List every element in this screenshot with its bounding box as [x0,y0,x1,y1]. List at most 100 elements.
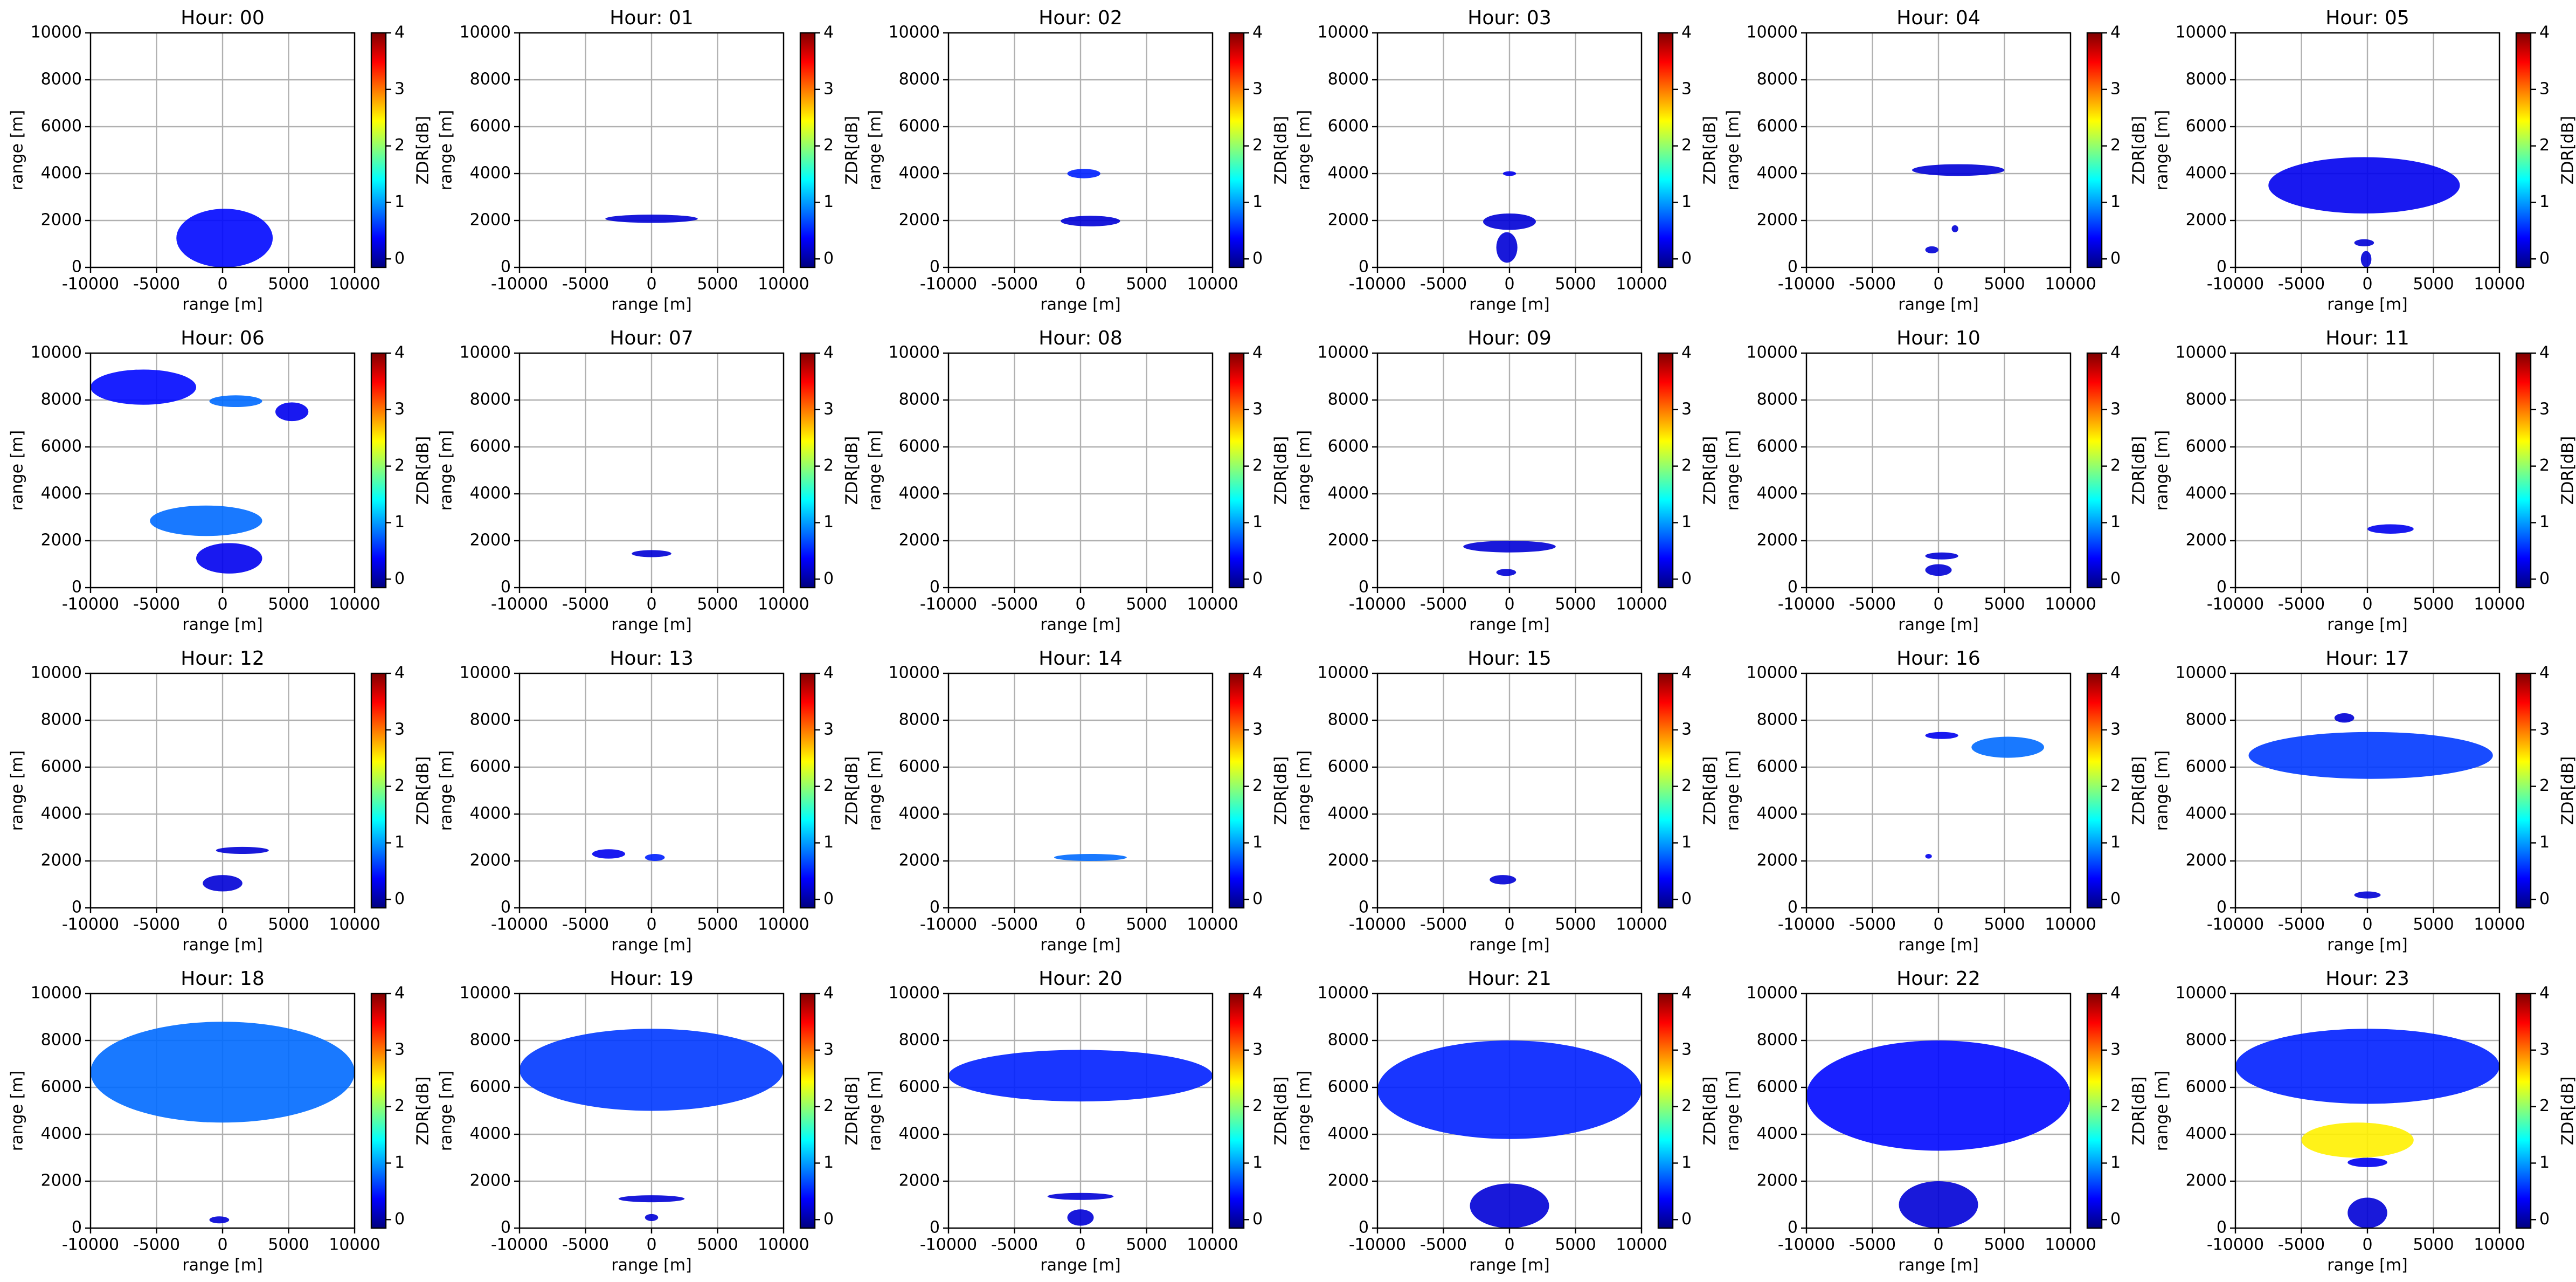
x-tick-label: -5000 [2278,595,2325,614]
colorbar-tick-label: 0 [1252,249,1263,268]
echo-layer [1377,1040,1642,1228]
y-tick-label: 0 [2217,578,2227,597]
colorbar-tick-label: 0 [2110,249,2121,268]
y-axis-label: range [m] [437,430,456,511]
y-tick-label: 0 [501,578,511,597]
y-tick-label: 0 [72,578,82,597]
x-axis-label: range [m] [1898,1256,1978,1275]
y-tick-label: 10000 [2176,664,2227,683]
colorbar-tick-label: 1 [1681,192,1692,211]
x-tick-label: 0 [2362,275,2372,294]
colorbar-tick-label: 2 [2539,136,2550,155]
colorbar-tick-label: 4 [1252,664,1263,683]
echo [632,550,671,557]
colorbar [1228,32,1245,268]
y-tick-label: 4000 [41,1125,82,1143]
x-tick-label: 0 [2362,1236,2372,1255]
x-axis-label: range [m] [2327,616,2407,635]
echo [1502,171,1516,176]
y-tick-label: 0 [1359,898,1369,917]
x-tick-label: 10000 [1616,595,1667,614]
x-tick-label: 5000 [2413,595,2454,614]
axes-frame [1376,32,1643,268]
colorbar-tick-label: 4 [1252,984,1263,1003]
axes-frame [1805,672,2072,909]
colorbar-tick-label: 4 [1681,984,1692,1003]
y-tick-label: 10000 [2176,984,2227,1003]
colorbar-tick-label: 0 [1252,569,1263,588]
colorbar-tick-label: 0 [2539,569,2550,588]
x-tick-label: 0 [2362,595,2372,614]
colorbar-label: ZDR[dB] [1272,436,1291,505]
x-tick-label: -10000 [2207,915,2264,934]
y-tick-label: 8000 [41,1031,82,1050]
x-tick-label: -5000 [133,595,180,614]
colorbar-tick-label: 4 [823,664,834,683]
y-tick-label: 2000 [1328,211,1369,230]
y-tick-label: 10000 [31,984,82,1003]
colorbar-tick-label: 2 [2110,776,2121,795]
y-tick-label: 0 [1359,258,1369,277]
colorbar-tick-label: 1 [1252,513,1263,532]
y-tick-label: 2000 [899,851,940,870]
y-tick-label: 10000 [460,664,511,683]
x-tick-label: 10000 [2474,595,2525,614]
x-tick-label: 0 [1075,915,1085,934]
y-tick-label: 6000 [41,757,82,776]
y-tick-label: 4000 [41,484,82,503]
colorbar-tick-label: 3 [394,399,405,418]
colorbar [1228,352,1245,589]
echo [1047,1193,1114,1200]
colorbar-tick-label: 3 [2539,399,2550,418]
colorbar [370,992,387,1229]
y-tick-label: 2000 [1757,851,1798,870]
echo [618,1195,685,1203]
y-axis-label: range [m] [1724,110,1743,190]
echo-layer [632,550,671,557]
x-tick-label: -10000 [920,1236,977,1255]
x-tick-label: 5000 [697,1236,738,1255]
colorbar-label: ZDR[dB] [2559,756,2576,825]
y-tick-label: 8000 [470,1031,511,1050]
y-tick-label: 6000 [899,1078,940,1097]
colorbar-tick-label: 1 [1252,833,1263,852]
y-tick-label: 6000 [1757,437,1798,456]
x-axis-label: range [m] [1469,616,1549,635]
colorbar-tick-label: 0 [823,569,834,588]
x-tick-label: -5000 [1849,915,1896,934]
y-axis-label: range [m] [1724,1071,1743,1151]
y-tick-label: 8000 [1757,390,1798,409]
x-tick-label: -10000 [920,915,977,934]
colorbar-tick-label: 1 [1252,1153,1263,1172]
x-axis-label: range [m] [1898,616,1978,635]
y-tick-label: 4000 [2186,1125,2227,1143]
colorbar-label: ZDR[dB] [1701,116,1720,185]
x-tick-label: 5000 [2413,275,2454,294]
colorbar-label: ZDR[dB] [2130,436,2149,505]
x-tick-label: 0 [646,1236,656,1255]
x-tick-label: 5000 [268,275,309,294]
colorbar-tick-label: 0 [1681,569,1692,588]
echo-layer [91,1022,355,1224]
echo [645,1214,659,1221]
y-tick-label: 6000 [1328,1078,1369,1097]
x-tick-label: -5000 [562,915,609,934]
echo [91,1022,355,1123]
colorbar-tick-label: 1 [823,1153,834,1172]
echo [645,853,665,861]
x-tick-label: -10000 [2207,275,2264,294]
y-tick-label: 2000 [41,531,82,550]
colorbar [2515,992,2532,1229]
echo-layer [2235,1029,2499,1228]
x-tick-label: 0 [646,275,656,294]
y-tick-label: 6000 [1757,757,1798,776]
colorbar-tick-label: 0 [1252,1210,1263,1229]
x-tick-label: 10000 [1616,915,1667,934]
echo [2248,732,2493,779]
colorbar [799,672,816,909]
x-tick-label: 5000 [2413,1236,2454,1255]
axes-frame [1376,992,1643,1229]
y-tick-label: 6000 [470,437,511,456]
axes-frame [1376,352,1643,589]
y-tick-label: 2000 [1328,851,1369,870]
